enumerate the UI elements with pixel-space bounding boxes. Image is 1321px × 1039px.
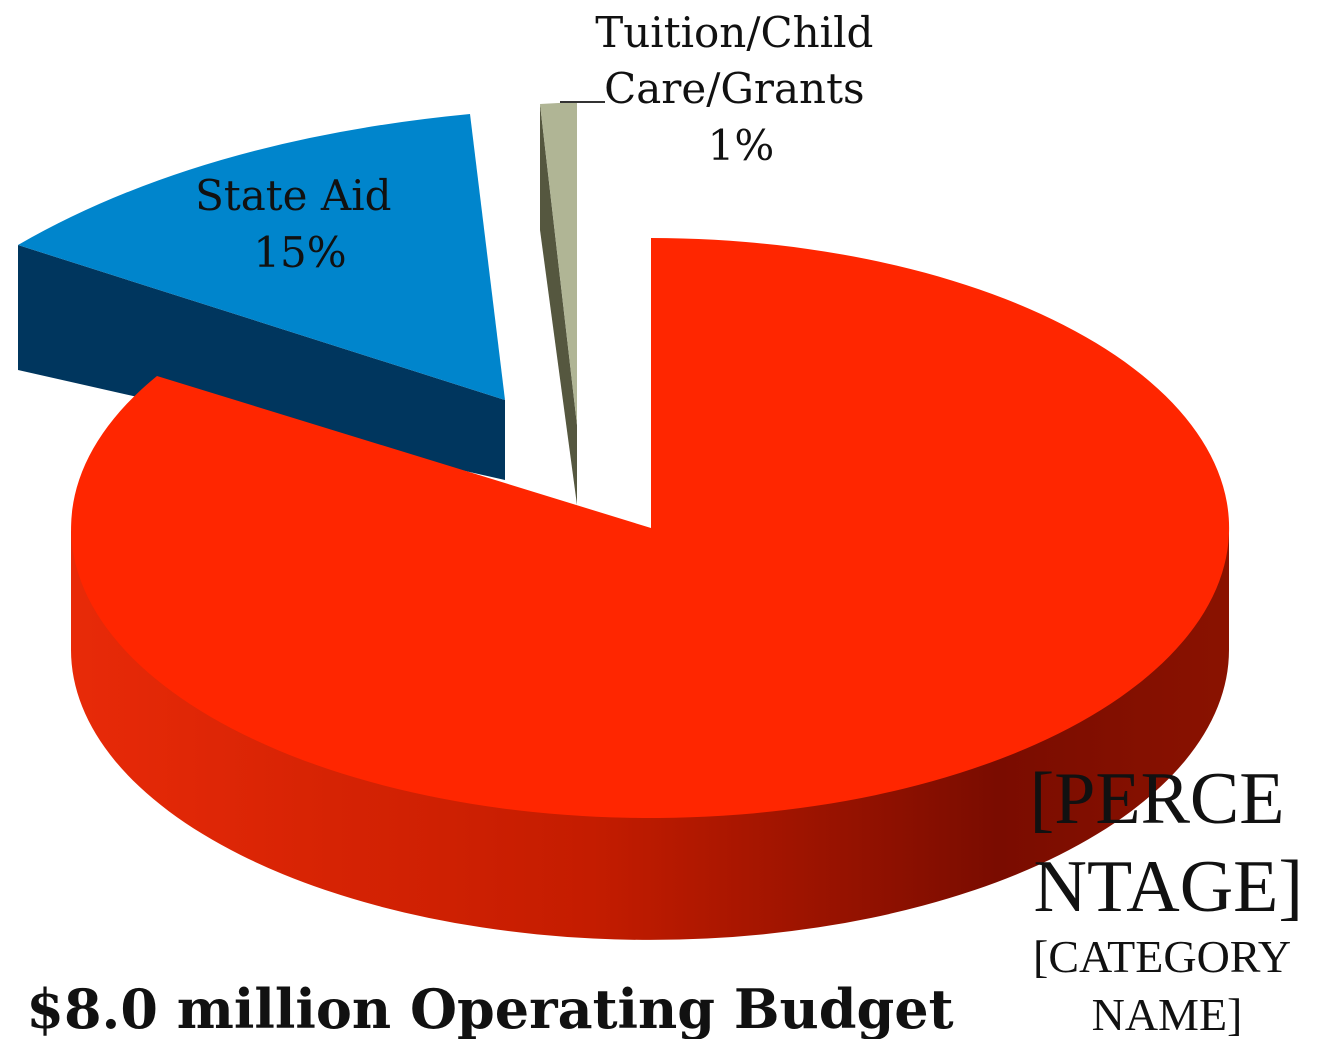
pie-slice-state-aid bbox=[18, 114, 505, 480]
pie-slice-tuition-top bbox=[540, 102, 577, 425]
pie-slice-main-top bbox=[71, 238, 1230, 818]
label-state-aid: State Aid 15% bbox=[195, 171, 405, 277]
chart-title: $8.0 million Operating Budget bbox=[26, 977, 953, 1039]
label-tuition: Tuition/Child Care/Grants 1% bbox=[595, 8, 887, 170]
label-main-percentage: [PERCE NTAGE] bbox=[1030, 758, 1303, 928]
pie-slice-tuition bbox=[540, 102, 577, 505]
pie-slice-state-aid-top bbox=[18, 114, 505, 400]
pie-slice-main-side bbox=[71, 520, 1229, 940]
pie-slice-state-aid-side bbox=[18, 245, 505, 480]
label-main-category: [CATEGORY NAME] bbox=[1033, 931, 1301, 1039]
pie-slice-main bbox=[71, 238, 1230, 940]
pie-slice-tuition-side bbox=[540, 104, 577, 505]
